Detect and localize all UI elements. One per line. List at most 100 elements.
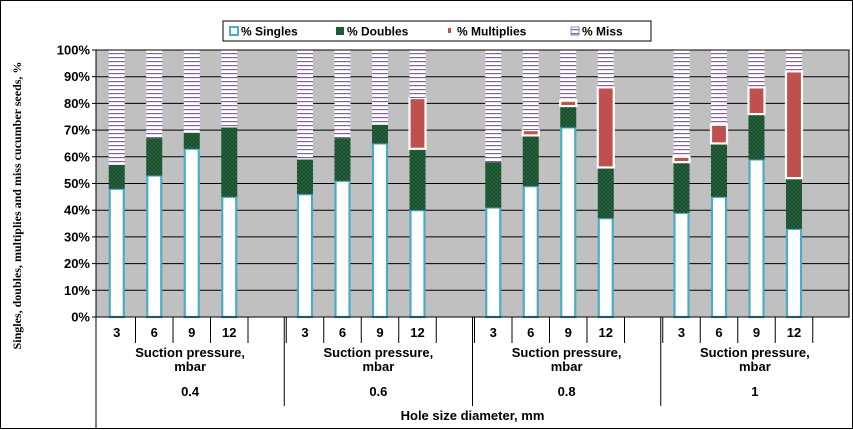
- multiplies-segment: [709, 123, 729, 145]
- singles-segment: [673, 211, 690, 319]
- doubles-segment: [146, 138, 163, 176]
- y-tick-label: 10%: [64, 283, 90, 298]
- multiplies-segment: [521, 129, 540, 137]
- pressure-tick-label: 9: [376, 325, 383, 340]
- multiplies-segment: [559, 99, 578, 108]
- singles-segment: [710, 195, 728, 319]
- y-tick-label: 90%: [64, 69, 90, 84]
- suction-pressure-label: Suction pressure, mbar: [512, 345, 622, 374]
- pressure-tick-label: 6: [151, 325, 158, 340]
- pressure-tick-label: 12: [599, 325, 613, 340]
- legend-label-multiplies: % Multiplies: [457, 25, 527, 39]
- hole-size-group-label: 0.4: [181, 384, 200, 399]
- pressure-tick-label: 3: [301, 325, 308, 340]
- y-axis-title: Singles, doubles, multiplies and miss cu…: [10, 62, 24, 350]
- pressure-tick-label: 9: [753, 325, 760, 340]
- y-tick-label: 0%: [71, 310, 90, 325]
- singles-segment: [785, 227, 803, 319]
- singles-segment: [296, 193, 314, 319]
- doubles-segment: [297, 159, 313, 195]
- miss-segment: [183, 50, 200, 133]
- pressure-tick-label: 3: [113, 325, 120, 340]
- doubles-segment: [409, 148, 426, 211]
- miss-segment: [409, 50, 426, 99]
- suction-pressure-label: Suction pressure, mbar: [323, 345, 433, 374]
- pressure-tick-label: 3: [490, 325, 497, 340]
- y-tick-label: 60%: [64, 149, 90, 164]
- doubles-segment: [334, 138, 351, 181]
- doubles-segment: [673, 162, 690, 213]
- doubles-segment: [597, 167, 614, 219]
- legend-swatch-multiplies: [448, 28, 451, 33]
- y-tick-label: 20%: [64, 256, 90, 271]
- singles-segment: [485, 206, 502, 319]
- hole-size-group-label: 0.8: [558, 384, 576, 399]
- singles-segment: [560, 126, 577, 319]
- multiplies-segment: [747, 86, 766, 116]
- singles-segment: [748, 158, 765, 319]
- legend: [222, 20, 652, 42]
- multiplies-segment: [596, 86, 615, 169]
- legend-label-miss: % Miss: [582, 25, 623, 39]
- multiplies-segment: [784, 70, 804, 180]
- doubles-segment: [522, 135, 539, 187]
- legend-swatch-miss: [570, 26, 580, 36]
- suction-pressure-label: Suction pressure, mbar: [700, 345, 810, 374]
- pressure-tick-label: 3: [678, 325, 685, 340]
- singles-segment: [371, 142, 389, 319]
- doubles-segment: [711, 143, 727, 197]
- suction-pressure-label-line2: mbar: [362, 359, 394, 374]
- doubles-segment: [108, 164, 125, 189]
- suction-pressure-label: Suction pressure, mbar: [135, 345, 245, 374]
- doubles-segment: [221, 127, 238, 197]
- y-tick-label: 40%: [64, 203, 90, 218]
- singles-segment: [522, 185, 539, 319]
- singles-segment: [409, 209, 426, 319]
- y-tick-label: 50%: [64, 176, 90, 191]
- doubles-segment: [183, 132, 200, 149]
- legend-label-doubles: % Doubles: [347, 25, 409, 39]
- multiplies-segment: [672, 155, 691, 164]
- y-tick-label: 30%: [64, 229, 90, 244]
- doubles-segment: [748, 114, 765, 160]
- singles-segment: [221, 195, 238, 319]
- pressure-tick-label: 9: [565, 325, 572, 340]
- hole-size-group-label: 0.6: [369, 384, 387, 399]
- suction-pressure-label-line1: Suction pressure,: [135, 345, 245, 360]
- doubles-segment: [786, 178, 802, 229]
- legend-swatch-doubles: [336, 27, 344, 35]
- singles-segment: [597, 217, 614, 319]
- pressure-tick-label: 6: [715, 325, 722, 340]
- y-tick-label: 80%: [64, 96, 90, 111]
- miss-segment: [108, 50, 125, 165]
- legend-label-singles: % Singles: [241, 25, 298, 39]
- miss-segment: [372, 50, 388, 125]
- miss-segment: [221, 50, 238, 128]
- miss-segment: [560, 50, 577, 101]
- doubles-segment: [485, 162, 502, 208]
- multiplies-segment: [408, 96, 427, 150]
- suction-pressure-label-line2: mbar: [739, 359, 771, 374]
- y-tick-label: 100%: [57, 43, 91, 58]
- hole-size-group-label: 1: [751, 384, 758, 399]
- pressure-tick-label: 9: [188, 325, 195, 340]
- suction-pressure-label-line2: mbar: [174, 359, 206, 374]
- miss-segment: [597, 50, 614, 88]
- miss-segment: [485, 50, 502, 163]
- suction-pressure-label-line2: mbar: [551, 359, 583, 374]
- pressure-tick-label: 12: [410, 325, 424, 340]
- doubles-segment: [560, 106, 577, 128]
- y-tick-label: 70%: [64, 123, 90, 138]
- pressure-tick-label: 12: [787, 325, 801, 340]
- x-axis-title: Hole size diameter, mm: [401, 408, 545, 423]
- singles-segment: [108, 187, 125, 319]
- legend-swatch-singles: [229, 26, 239, 36]
- singles-segment: [146, 174, 163, 319]
- singles-segment: [334, 179, 351, 319]
- miss-segment: [786, 50, 802, 72]
- singles-segment: [183, 147, 200, 319]
- miss-segment: [146, 50, 163, 139]
- suction-pressure-label-line1: Suction pressure,: [323, 345, 433, 360]
